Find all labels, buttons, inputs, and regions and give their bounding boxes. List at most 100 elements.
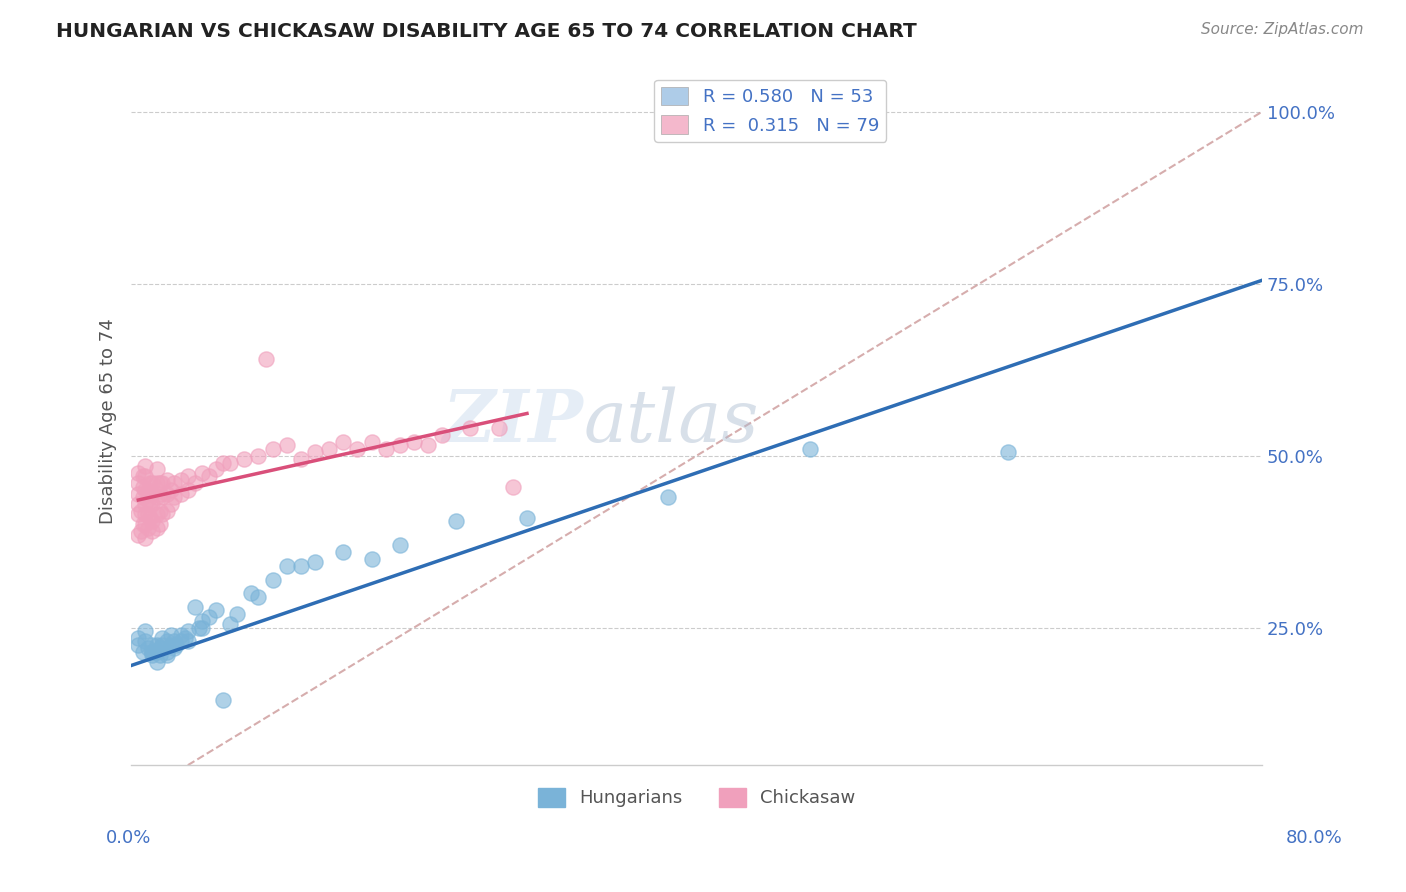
Point — [138, 497, 160, 511]
Point — [141, 638, 163, 652]
Point — [247, 449, 270, 463]
Point — [134, 469, 156, 483]
Point — [127, 476, 149, 491]
Point — [127, 638, 149, 652]
Text: Source: ZipAtlas.com: Source: ZipAtlas.com — [1201, 22, 1364, 37]
Point — [304, 445, 326, 459]
Point — [170, 634, 193, 648]
Point — [191, 614, 214, 628]
Point — [134, 483, 156, 497]
Point — [262, 442, 284, 456]
Point — [129, 504, 152, 518]
Point — [131, 490, 153, 504]
Point — [155, 648, 177, 662]
Point — [388, 438, 411, 452]
Point — [240, 586, 263, 600]
Point — [198, 610, 221, 624]
Point — [233, 452, 256, 467]
Point — [212, 456, 235, 470]
Point — [134, 634, 156, 648]
Point — [346, 442, 368, 456]
Point — [131, 645, 153, 659]
Point — [141, 514, 163, 528]
Point — [136, 483, 159, 497]
Point — [155, 634, 177, 648]
Point — [141, 645, 163, 659]
Y-axis label: Disability Age 65 to 74: Disability Age 65 to 74 — [100, 318, 117, 524]
Point — [131, 469, 153, 483]
Point — [502, 480, 524, 494]
Point — [145, 462, 167, 476]
Point — [138, 476, 160, 491]
Point — [360, 434, 382, 449]
Point — [136, 521, 159, 535]
Point — [460, 421, 482, 435]
Point — [148, 648, 170, 662]
Point — [205, 462, 228, 476]
Point — [254, 352, 277, 367]
Point — [127, 466, 149, 480]
Point — [177, 624, 200, 639]
Point — [148, 641, 170, 656]
Point — [150, 507, 173, 521]
Point — [141, 476, 163, 491]
Text: 0.0%: 0.0% — [105, 829, 150, 847]
Point — [159, 497, 181, 511]
Point — [134, 507, 156, 521]
Point — [360, 552, 382, 566]
Point — [170, 486, 193, 500]
Point — [219, 617, 242, 632]
Point — [191, 621, 214, 635]
Point — [163, 476, 186, 491]
Point — [430, 428, 453, 442]
Point — [150, 490, 173, 504]
Point — [177, 469, 200, 483]
Point — [159, 483, 181, 497]
Point — [166, 638, 188, 652]
Point — [150, 638, 173, 652]
Point — [374, 442, 396, 456]
Point — [138, 510, 160, 524]
Point — [136, 641, 159, 656]
Point — [155, 486, 177, 500]
Point — [127, 631, 149, 645]
Point — [163, 634, 186, 648]
Point — [127, 486, 149, 500]
Point — [402, 434, 425, 449]
Point — [416, 438, 439, 452]
Point — [799, 442, 821, 456]
Point — [247, 590, 270, 604]
Point — [163, 641, 186, 656]
Point — [136, 507, 159, 521]
Point — [304, 555, 326, 569]
Point — [150, 631, 173, 645]
Point — [145, 638, 167, 652]
Point — [516, 510, 538, 524]
Point — [127, 528, 149, 542]
Point — [150, 476, 173, 491]
Point — [212, 693, 235, 707]
Legend: Hungarians, Chickasaw: Hungarians, Chickasaw — [530, 780, 863, 814]
Point — [198, 469, 221, 483]
Point — [446, 514, 468, 528]
Point — [136, 493, 159, 508]
Point — [141, 486, 163, 500]
Point — [127, 497, 149, 511]
Point — [145, 645, 167, 659]
Point — [262, 573, 284, 587]
Point — [184, 600, 207, 615]
Point — [276, 558, 298, 573]
Point — [129, 524, 152, 539]
Point — [332, 434, 354, 449]
Text: atlas: atlas — [583, 386, 759, 457]
Point — [148, 476, 170, 491]
Point — [159, 638, 181, 652]
Point — [145, 490, 167, 504]
Point — [145, 521, 167, 535]
Point — [134, 517, 156, 532]
Point — [148, 517, 170, 532]
Point — [145, 507, 167, 521]
Point — [657, 490, 679, 504]
Point — [163, 490, 186, 504]
Text: ZIP: ZIP — [443, 386, 583, 457]
